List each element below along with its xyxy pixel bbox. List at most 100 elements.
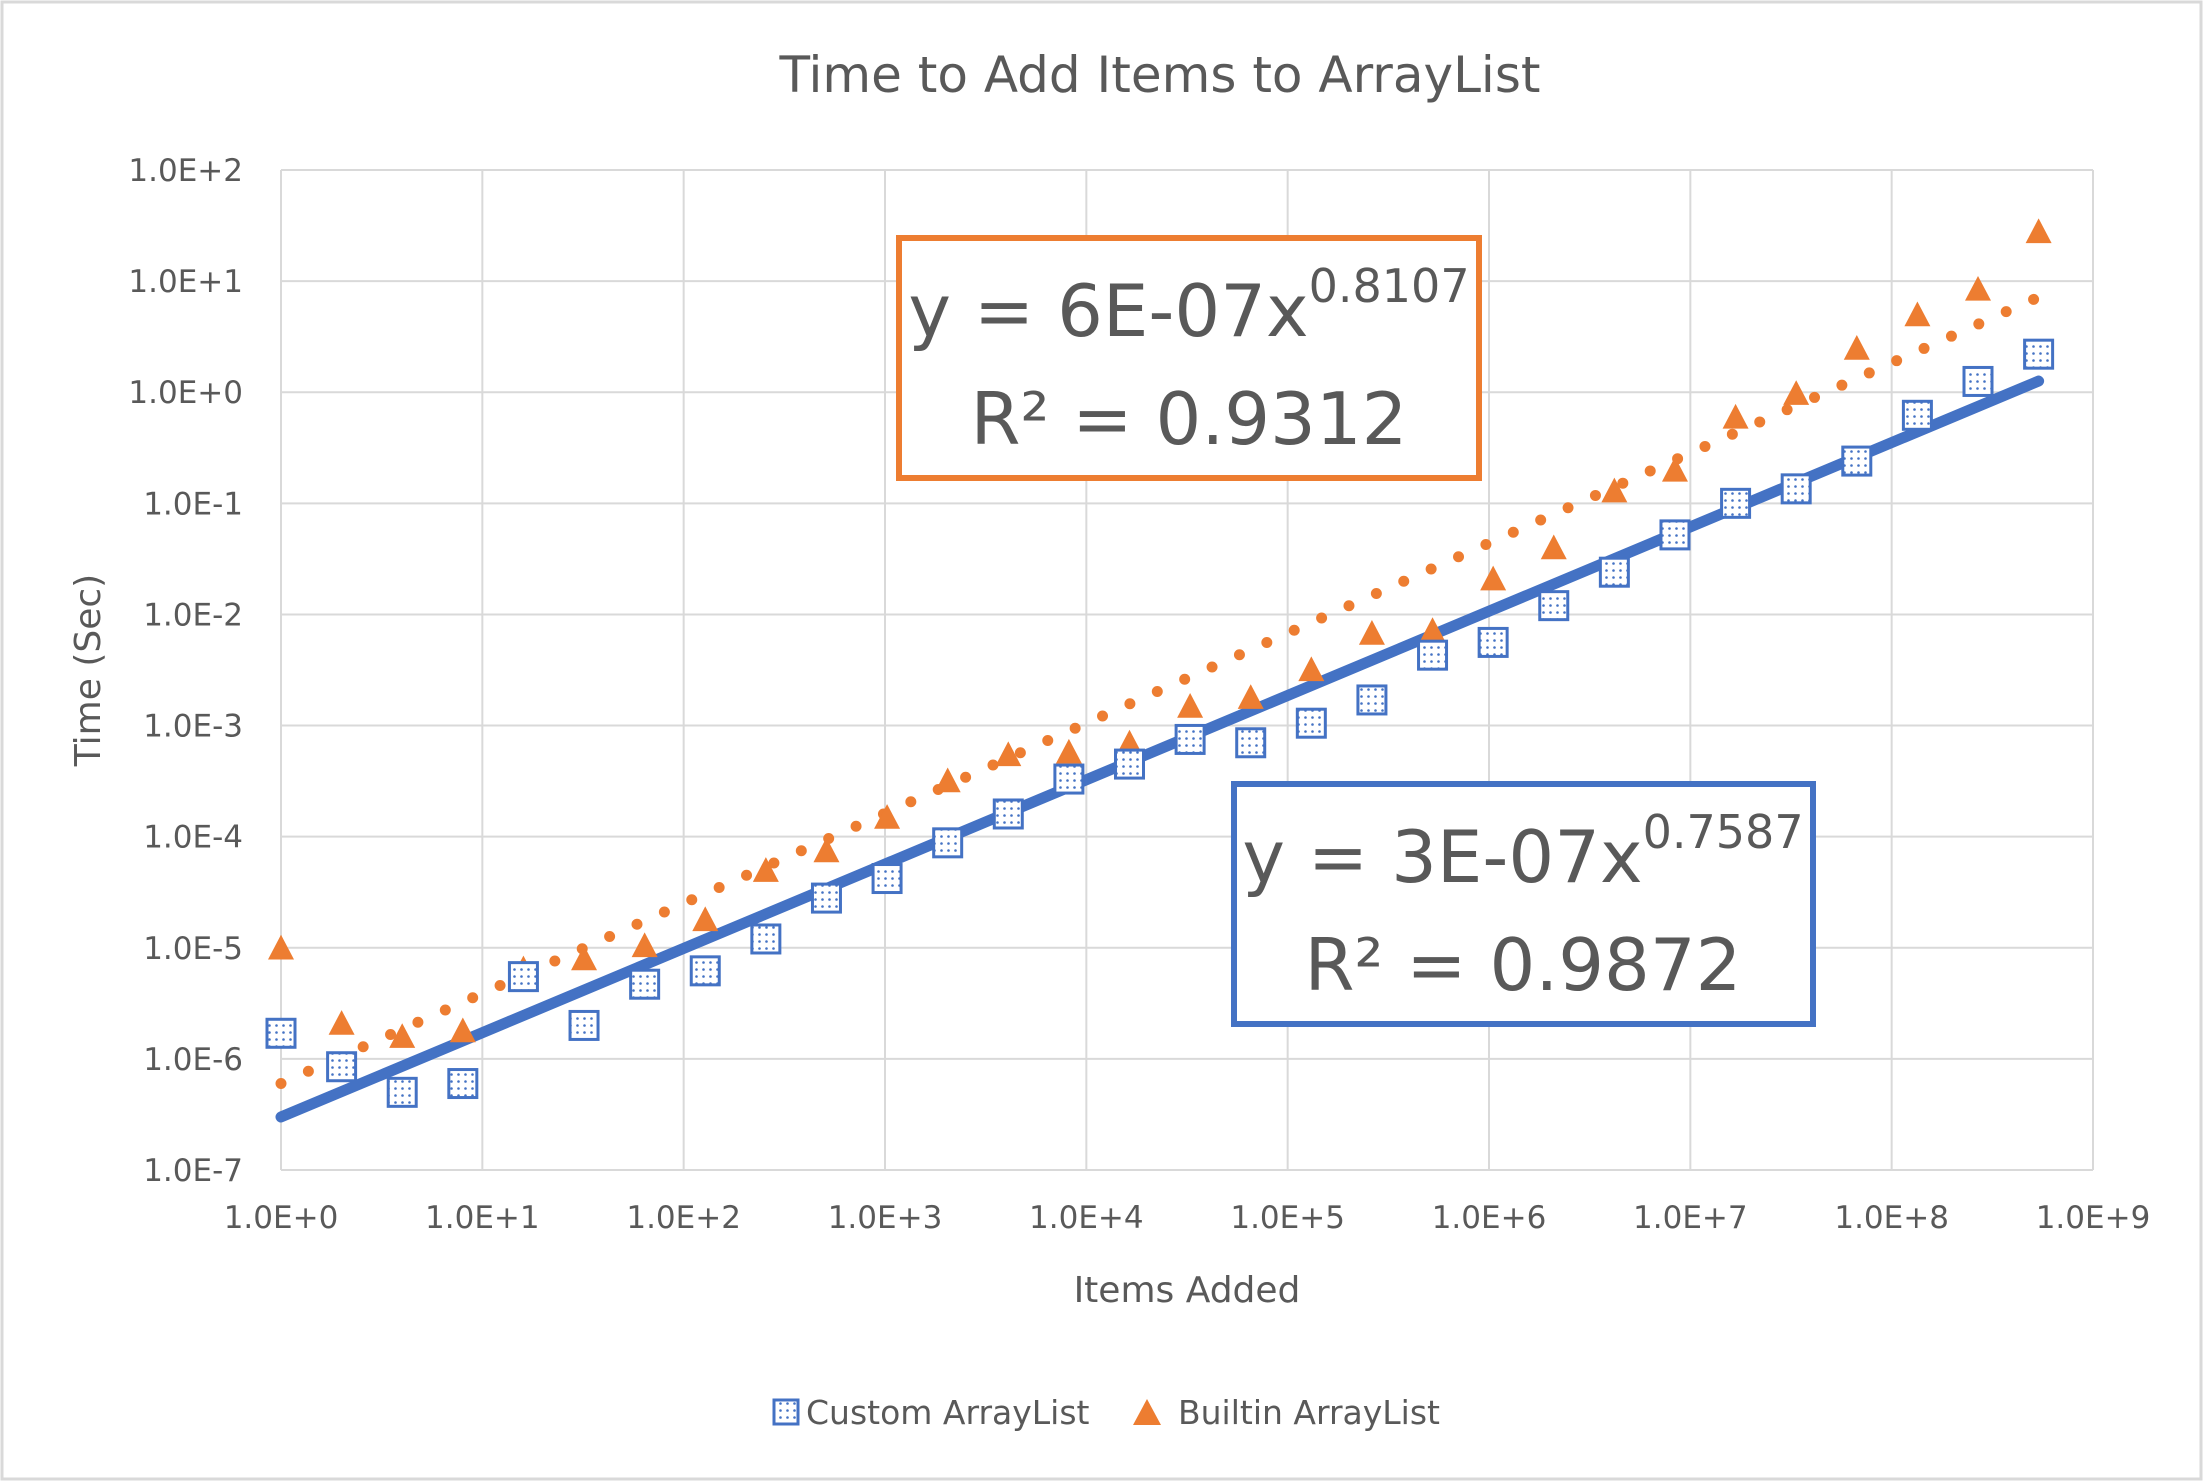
custom-point — [1720, 487, 1752, 519]
custom-point — [568, 1009, 600, 1041]
custom-point — [1356, 684, 1388, 716]
builtin-equation-box: y = 6E-07x0.8107 R² = 0.9312 — [896, 235, 1482, 481]
y-axis-label: Time (Sec) — [68, 574, 109, 767]
builtin-point — [1722, 403, 1749, 429]
builtin-point — [328, 1010, 355, 1035]
builtin-point — [1540, 534, 1567, 560]
builtin-trendline — [275, 291, 2045, 1090]
x-tick-label: 1.0E+7 — [1633, 1200, 1748, 1236]
y-tick-label: 1.0E-1 — [143, 486, 243, 522]
legend-label-custom: Custom ArrayList — [806, 1393, 1090, 1432]
builtin-r-squared: R² = 0.9312 — [971, 377, 1408, 461]
x-tick-label: 1.0E+4 — [1029, 1200, 1144, 1236]
builtin-equation-exponent: 0.8107 — [1309, 259, 1470, 313]
builtin-point — [1237, 684, 1264, 709]
custom-point — [1114, 748, 1146, 780]
custom-equation-base: y = 3E-07x — [1242, 815, 1642, 899]
x-tick-label: 1.0E+3 — [828, 1200, 943, 1236]
builtin-equation: y = 6E-07x0.8107 — [908, 259, 1469, 353]
custom-equation-exponent: 0.7587 — [1643, 805, 1804, 859]
custom-point — [810, 882, 842, 914]
custom-equation-frame — [1231, 781, 1816, 1027]
custom-point — [1235, 727, 1267, 759]
chart-title: Time to Add Items to ArrayList — [779, 46, 1541, 104]
builtin-equation-base: y = 6E-07x — [908, 269, 1308, 353]
x-tick-label: 1.0E+8 — [1834, 1200, 1949, 1236]
legend-item-custom[interactable]: Custom ArrayList — [772, 1393, 1090, 1432]
builtin-point — [995, 741, 1022, 767]
custom-point — [1053, 763, 1085, 795]
builtin-point — [1601, 477, 1628, 503]
custom-point — [1780, 473, 1812, 505]
custom-point — [1962, 365, 1994, 397]
y-tick-label: 1.0E-3 — [143, 709, 243, 745]
builtin-equation-frame — [896, 235, 1482, 481]
builtin-point — [1177, 692, 1204, 718]
custom-point — [386, 1076, 418, 1108]
builtin-point — [1480, 565, 1507, 591]
custom-equation-box: y = 3E-07x0.7587 R² = 0.9872 — [1231, 781, 1816, 1027]
builtin-point — [1661, 456, 1688, 482]
builtin-point — [1965, 275, 1992, 301]
builtin-point — [389, 1023, 416, 1048]
custom-point — [507, 961, 539, 993]
y-tick-label: 1.0E-4 — [143, 820, 243, 856]
builtin-point — [934, 767, 961, 793]
y-tick-label: 1.0E+0 — [128, 375, 243, 411]
builtin-point — [1055, 738, 1082, 764]
custom-point — [1477, 626, 1509, 658]
x-tick-label: 1.0E+2 — [626, 1200, 741, 1236]
custom-point — [871, 863, 903, 895]
custom-point — [1901, 399, 1933, 431]
builtin-point — [449, 1017, 476, 1043]
x-tick-label: 1.0E+6 — [1432, 1200, 1547, 1236]
x-tick-label: 1.0E+0 — [224, 1200, 339, 1236]
builtin-point — [1843, 335, 1870, 360]
tick-labels: 1.0E+0 1.0E+1 1.0E+2 1.0E+3 1.0E+4 1.0E+5 1.0E… — [128, 153, 2150, 1236]
builtin-point — [2025, 218, 2052, 244]
custom-point — [326, 1051, 358, 1083]
custom-r-squared: R² = 0.9872 — [1305, 923, 1742, 1007]
builtin-point — [874, 804, 901, 829]
custom-point — [1174, 723, 1206, 755]
legend-square-marker — [772, 1398, 800, 1426]
y-tick-label: 1.0E-2 — [143, 597, 243, 633]
builtin-point — [1358, 620, 1385, 645]
legend-triangle-marker — [1133, 1399, 1161, 1425]
y-tick-label: 1.0E-7 — [143, 1153, 243, 1189]
custom-point — [689, 955, 721, 987]
builtin-point — [571, 945, 598, 971]
custom-point — [750, 923, 782, 955]
custom-point — [629, 968, 661, 1000]
custom-point — [1598, 556, 1630, 588]
custom-point — [447, 1068, 479, 1100]
x-axis-label: Items Added — [1074, 1270, 1301, 1311]
builtin-point — [1904, 301, 1931, 327]
builtin-point — [692, 906, 719, 932]
builtin-point — [1419, 617, 1446, 642]
builtin-point — [1783, 380, 1810, 405]
custom-point — [1659, 519, 1691, 551]
custom-point — [992, 798, 1024, 830]
custom-point — [265, 1017, 297, 1049]
data-points — [265, 218, 2055, 1108]
legend-item-builtin[interactable]: Builtin ArrayList — [1133, 1393, 1440, 1432]
custom-point — [932, 827, 964, 859]
legend: Custom ArrayList Builtin ArrayList — [772, 1393, 1440, 1432]
y-tick-label: 1.0E+1 — [128, 264, 243, 300]
custom-point — [1417, 639, 1449, 671]
builtin-point — [268, 934, 294, 960]
custom-point — [2023, 338, 2055, 370]
x-tick-label: 1.0E+1 — [425, 1200, 540, 1236]
custom-point — [1295, 707, 1327, 739]
builtin-point — [813, 837, 840, 863]
y-tick-label: 1.0E-5 — [143, 931, 243, 967]
custom-point — [1841, 445, 1873, 477]
x-tick-label: 1.0E+9 — [2036, 1200, 2151, 1236]
legend-label-builtin: Builtin ArrayList — [1178, 1393, 1440, 1432]
builtin-point — [752, 857, 779, 882]
builtin-point — [1298, 656, 1325, 682]
